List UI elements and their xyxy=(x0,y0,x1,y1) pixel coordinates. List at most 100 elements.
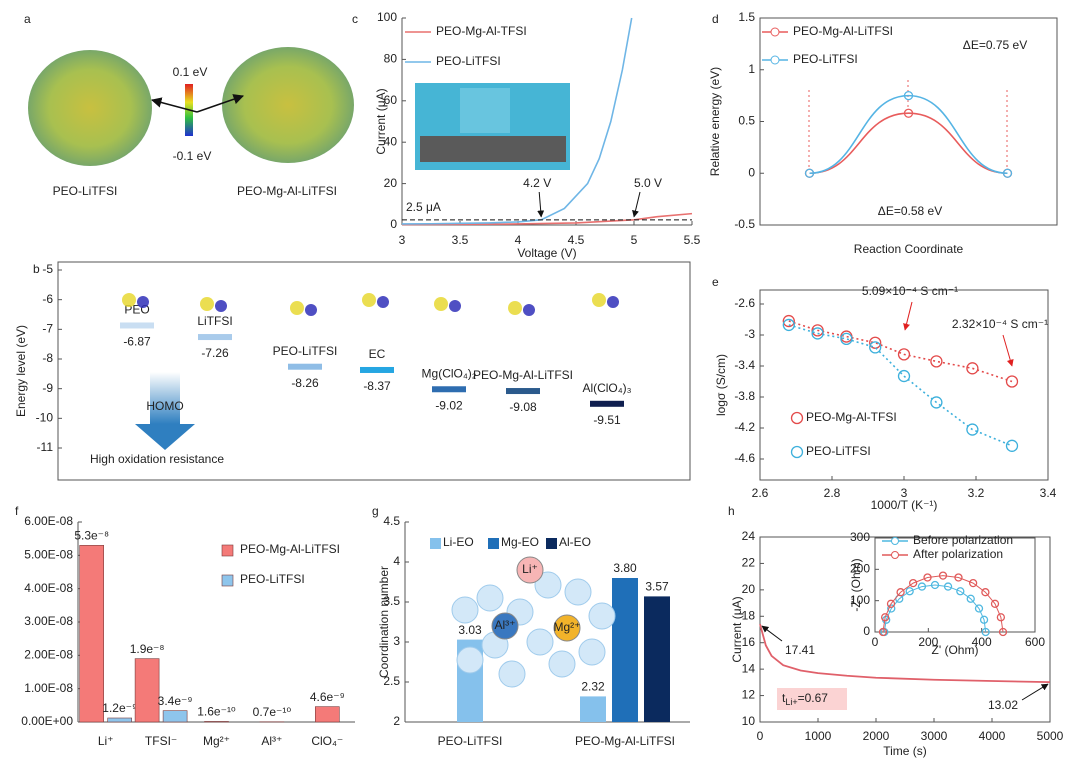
panel-a: a 0.1 eV -0.1 eV PEO-LiTFSI PEO-Mg-Al-Li… xyxy=(24,12,354,198)
bar xyxy=(580,696,606,722)
legend-marker xyxy=(770,55,780,65)
eo-unit xyxy=(456,646,484,674)
x-axis-label: Time (s) xyxy=(883,744,927,758)
level-value: -7.26 xyxy=(201,346,229,360)
eo-unit xyxy=(578,638,606,666)
homo-arrow-shaft xyxy=(150,372,180,424)
data-point xyxy=(840,332,853,346)
y-tick-label: 1.5 xyxy=(738,10,755,24)
legend-label: After polarization xyxy=(913,547,1003,561)
annotation-arrow xyxy=(1002,334,1014,367)
annotation: ΔE=0.75 eV xyxy=(963,38,1027,52)
y-tick-label: 0 xyxy=(390,217,397,231)
data-point xyxy=(996,613,1006,622)
x-tick-label: 5000 xyxy=(1037,729,1064,743)
data-point xyxy=(1002,168,1013,178)
x-tick-label: 5 xyxy=(631,233,638,247)
orbital-lobe xyxy=(200,297,214,311)
y-tick-label: 6.00E-08 xyxy=(24,514,73,528)
level-name: EC xyxy=(369,347,386,361)
value-label: 1.6e⁻¹⁰ xyxy=(197,705,236,719)
data-point xyxy=(903,108,914,118)
value-label: 3.57 xyxy=(645,580,669,594)
x-tick-label: 4000 xyxy=(979,729,1006,743)
y-axis-label: Current (μA) xyxy=(374,88,388,154)
molecule-surface xyxy=(28,50,152,166)
data-point xyxy=(943,582,953,591)
data-point xyxy=(930,355,943,368)
y-tick-label: 80 xyxy=(384,52,398,66)
legend-swatch xyxy=(221,574,234,587)
y-axis-label: Energy level (eV) xyxy=(14,325,28,417)
y-tick-label: -9 xyxy=(42,381,53,395)
photo-ruler xyxy=(420,136,566,162)
y-tick-label: -3.8 xyxy=(734,389,755,403)
y-tick-label: -8 xyxy=(42,351,53,365)
ion-label: Mg²⁺ xyxy=(554,620,581,634)
x-tick-label: 1000 xyxy=(805,729,832,743)
y-axis-label: logσ (S/cm) xyxy=(714,354,728,416)
y-tick-label: 12 xyxy=(742,688,756,702)
value-label: 3.4e⁻⁹ xyxy=(158,694,193,708)
ion-label: Al³⁺ xyxy=(495,618,516,632)
x-axis-label: 1000/T (K⁻¹) xyxy=(871,498,938,512)
bar xyxy=(612,578,638,722)
y-tick-label: -11 xyxy=(37,440,54,454)
bar xyxy=(134,658,160,723)
data-point xyxy=(905,587,914,596)
level-name: Mg(ClO₄)₂ xyxy=(422,366,477,380)
x-tick-label: 3.4 xyxy=(1040,486,1057,500)
x-tick-label: 3 xyxy=(399,233,406,247)
panel-label: a xyxy=(24,12,31,26)
onset-arrow xyxy=(537,191,545,218)
bar xyxy=(314,706,340,723)
eo-unit xyxy=(548,650,576,678)
orbital-lobe xyxy=(508,301,522,315)
energy-level xyxy=(120,322,154,329)
legend-label: Li-EO xyxy=(443,535,474,549)
data-point xyxy=(811,327,824,340)
level-value: -6.87 xyxy=(123,335,151,349)
series-line xyxy=(882,575,1004,633)
annotation-box xyxy=(777,688,847,710)
legend-marker xyxy=(770,27,780,37)
arrow xyxy=(150,97,198,113)
ion-label: Li⁺ xyxy=(522,562,538,576)
level-value: -8.26 xyxy=(291,376,319,390)
data-point xyxy=(956,587,965,596)
y-tick-label: -0.5 xyxy=(734,217,755,231)
eo-unit xyxy=(498,660,526,688)
data-point xyxy=(896,588,905,597)
level-name: PEO-LiTFSI xyxy=(273,344,338,358)
series-line xyxy=(809,94,1008,175)
annotation: High oxidation resistance xyxy=(90,452,224,466)
y-tick-label: -4.2 xyxy=(734,420,755,434)
legend-marker xyxy=(790,445,804,459)
value-label: 1.9e⁻⁸ xyxy=(130,642,165,656)
y-tick-label: -6 xyxy=(42,292,53,306)
data-point xyxy=(886,599,896,608)
legend-label: PEO-Mg-Al-TFSI xyxy=(436,24,527,38)
legend-label: PEO-LiTFSI xyxy=(806,444,871,458)
y-tick-label: 0 xyxy=(863,624,870,638)
data-point xyxy=(908,578,918,588)
data-point xyxy=(966,423,979,436)
y-tick-label: 2.00E-08 xyxy=(24,648,73,662)
arrow xyxy=(196,94,244,113)
level-value: -8.37 xyxy=(363,379,391,393)
panel-label: e xyxy=(712,275,719,289)
y-tick-label: 4.5 xyxy=(383,514,400,528)
y-tick-label: 16 xyxy=(742,635,756,649)
x-tick-label: ClO₄⁻ xyxy=(311,734,343,748)
y-tick-label: 18 xyxy=(742,608,756,622)
data-point xyxy=(887,604,896,613)
data-point xyxy=(968,578,978,588)
caption: PEO-LiTFSI xyxy=(53,184,118,198)
subscript: Li+ xyxy=(785,697,797,707)
y-tick-label: -2.6 xyxy=(734,296,755,310)
transference-number: tLi+=0.67 xyxy=(782,691,828,707)
data-point xyxy=(966,594,975,603)
orbital-lobe xyxy=(122,293,136,307)
y-tick-label: 14 xyxy=(742,661,756,675)
